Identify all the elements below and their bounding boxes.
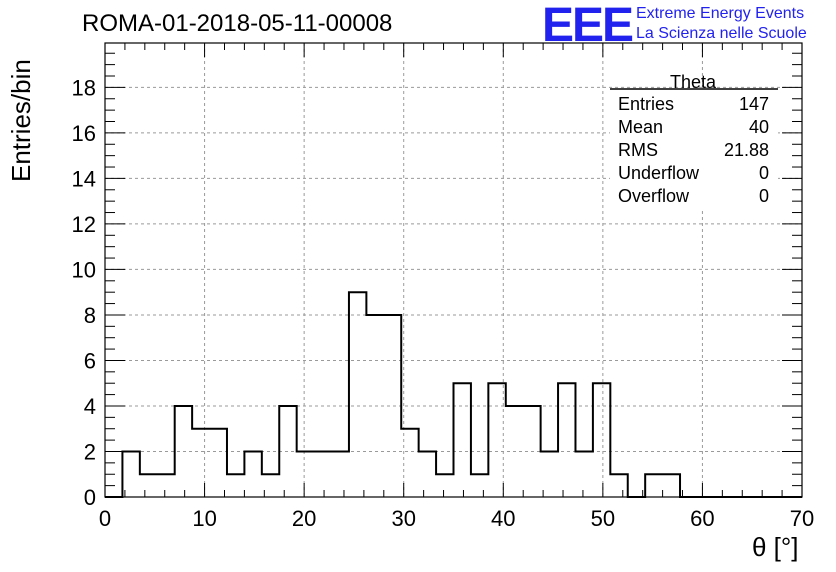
stats-name: Theta xyxy=(670,72,717,92)
histogram-bin xyxy=(663,474,680,497)
stats-value: 0 xyxy=(759,163,769,183)
x-tick-label: 30 xyxy=(391,506,415,531)
histogram-bin xyxy=(244,451,261,497)
y-tick-label: 6 xyxy=(84,348,96,373)
x-tick-label: 10 xyxy=(192,506,216,531)
y-tick-label: 14 xyxy=(72,166,96,191)
logo-caption-line2: La Scienza nelle Scuole xyxy=(636,25,807,42)
histogram-bin xyxy=(575,451,592,497)
stats-value: 21.88 xyxy=(724,140,769,160)
y-tick-label: 0 xyxy=(84,485,96,510)
histogram-bin xyxy=(366,315,383,497)
stats-label: Underflow xyxy=(618,163,700,183)
histogram-bin xyxy=(332,451,349,497)
stats-value: 0 xyxy=(759,186,769,206)
histogram-bin xyxy=(349,292,366,497)
histogram-bin xyxy=(227,474,244,497)
y-tick-label: 12 xyxy=(72,212,96,237)
y-tick-label: 16 xyxy=(72,121,96,146)
x-tick-label: 60 xyxy=(690,506,714,531)
x-tick-label: 40 xyxy=(491,506,515,531)
histogram-bin xyxy=(436,474,453,497)
histogram-bin xyxy=(488,383,505,497)
histogram-bin xyxy=(471,474,488,497)
y-tick-label: 10 xyxy=(72,257,96,282)
histogram-bin xyxy=(523,406,540,497)
histogram-bin xyxy=(593,383,610,497)
stats-label: Mean xyxy=(618,117,663,137)
stats-label: Overflow xyxy=(618,186,690,206)
y-tick-label: 18 xyxy=(72,75,96,100)
y-tick-label: 4 xyxy=(84,394,96,419)
stats-label: RMS xyxy=(618,140,658,160)
x-axis-label: θ [°] xyxy=(752,532,799,562)
stats-label: Entries xyxy=(618,94,674,114)
histogram-bin xyxy=(610,474,627,497)
histogram-bin xyxy=(279,406,296,497)
logo-caption: Extreme Energy Events La Scienza nelle S… xyxy=(636,4,807,44)
histogram-bin xyxy=(506,406,523,497)
histogram-bin xyxy=(384,315,401,497)
y-tick-label: 2 xyxy=(84,439,96,464)
stats-value: 40 xyxy=(749,117,769,137)
histogram-bin xyxy=(140,474,157,497)
histogram-bin xyxy=(558,383,575,497)
y-axis-label: Entries/bin xyxy=(6,59,36,182)
histogram-bin xyxy=(157,474,174,497)
x-tick-label: 50 xyxy=(591,506,615,531)
chart-title: ROMA-01-2018-05-11-00008 xyxy=(82,10,393,37)
x-tick-label: 70 xyxy=(790,506,814,531)
logo-caption-line1: Extreme Energy Events xyxy=(636,5,805,22)
y-tick-label: 8 xyxy=(84,303,96,328)
histogram-bin xyxy=(314,451,331,497)
x-tick-label: 0 xyxy=(99,506,111,531)
eee-logo: EEE xyxy=(542,0,634,52)
histogram-bin xyxy=(192,429,209,497)
histogram-bin xyxy=(175,406,192,497)
histogram-bin xyxy=(419,451,436,497)
stats-value: 147 xyxy=(739,94,769,114)
histogram-bin xyxy=(645,474,662,497)
histogram-bin xyxy=(454,383,471,497)
plot-frame xyxy=(104,42,803,498)
x-tick-label: 20 xyxy=(292,506,316,531)
stats-box-bg xyxy=(610,89,778,209)
histogram-bin xyxy=(297,451,314,497)
histogram-bin xyxy=(210,429,227,497)
